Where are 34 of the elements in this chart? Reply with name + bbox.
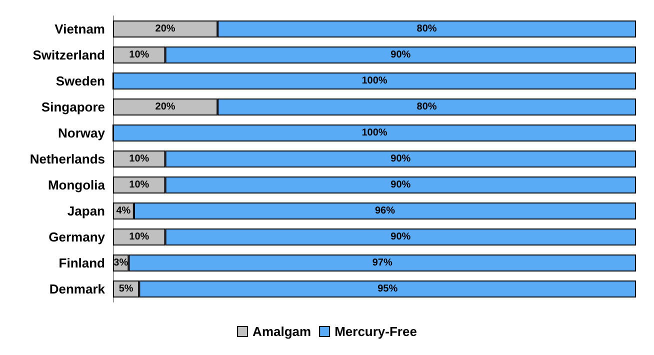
bar (113, 124, 636, 142)
y-tick-label: Denmark (49, 282, 106, 296)
data-label: 90% (390, 154, 411, 164)
y-tick-label: Norway (58, 126, 106, 140)
data-label: 80% (416, 102, 437, 112)
y-tick-label: Finland (58, 256, 106, 270)
y-tick-label: Mongolia (48, 178, 106, 192)
y-tick-label: Sweden (56, 74, 106, 88)
y-tick-label: Vietnam (54, 22, 105, 36)
data-label: 100% (362, 128, 388, 138)
data-label: 90% (390, 180, 411, 190)
data-label: 20% (155, 24, 176, 34)
data-label: 10% (129, 154, 150, 164)
data-label: 90% (390, 232, 411, 242)
data-label: 100% (362, 76, 388, 86)
data-label: 97% (372, 258, 392, 268)
data-label: 20% (155, 102, 176, 112)
data-label: 95% (378, 284, 398, 294)
y-tick-label: Switzerland (32, 48, 106, 62)
bar (113, 72, 636, 90)
y-tick-label: Japan (67, 204, 106, 218)
data-label: 4% (116, 206, 131, 216)
data-label: 10% (129, 50, 150, 60)
legend-label: Mercury-Free (334, 324, 417, 339)
legend-label: Amalgam (252, 324, 312, 339)
y-tick-label: Netherlands (30, 152, 105, 166)
data-label: 90% (390, 50, 411, 60)
y-tick-label: Germany (48, 230, 106, 244)
data-label: 96% (374, 206, 396, 216)
data-label: 80% (416, 24, 437, 34)
y-tick-label: Singapore (41, 100, 105, 114)
data-label: 10% (129, 232, 150, 242)
data-label: 10% (129, 180, 150, 190)
data-label: 5% (118, 284, 134, 294)
